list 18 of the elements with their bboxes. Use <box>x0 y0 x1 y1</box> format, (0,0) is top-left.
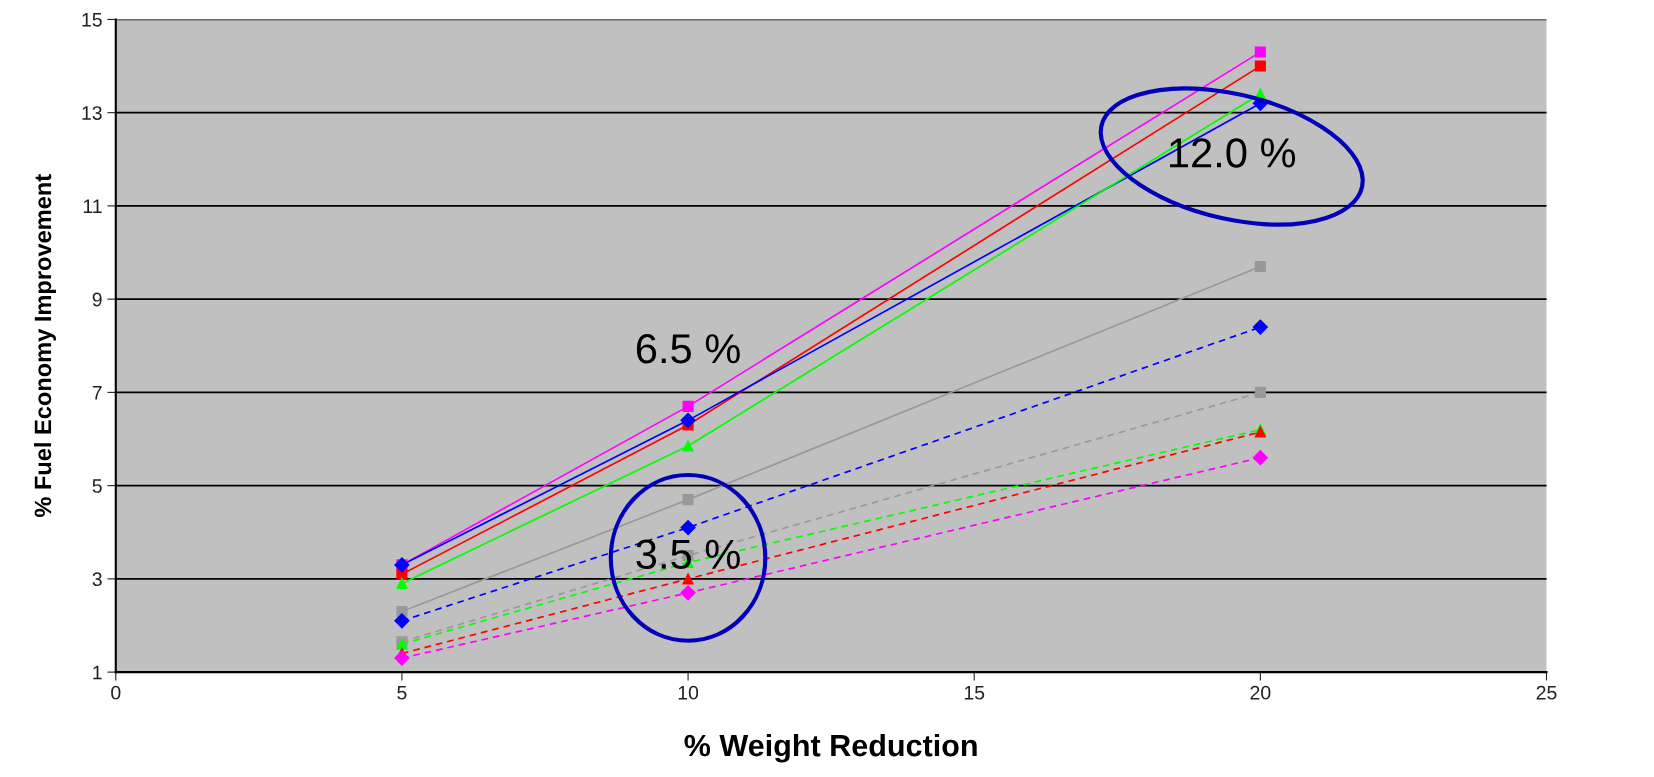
y-tick-label: 1 <box>93 665 102 680</box>
x-axis-title: % Weight Reduction <box>684 733 977 763</box>
x-tick-label: 20 <box>1250 685 1271 700</box>
x-tick-label: 5 <box>397 686 407 700</box>
y-tick-label: 13 <box>82 106 102 120</box>
x-tick-label: 0 <box>111 685 121 700</box>
y-tick-label: 11 <box>83 199 102 213</box>
x-tick-label: 15 <box>964 686 985 700</box>
y-tick-label: 7 <box>92 386 102 400</box>
x-tick-label: 25 <box>1536 685 1557 700</box>
annotation: 6.5 % <box>636 333 740 364</box>
y-tick-label: 9 <box>92 292 102 307</box>
annotation: 12.0 % <box>1170 138 1296 168</box>
y-tick-label: 5 <box>92 479 102 493</box>
y-tick-label: 3 <box>92 572 102 587</box>
x-tick-label: 10 <box>678 685 699 700</box>
y-tick-label: 15 <box>82 13 102 27</box>
y-axis-title: % Fuel Economy Improvement <box>33 174 56 518</box>
